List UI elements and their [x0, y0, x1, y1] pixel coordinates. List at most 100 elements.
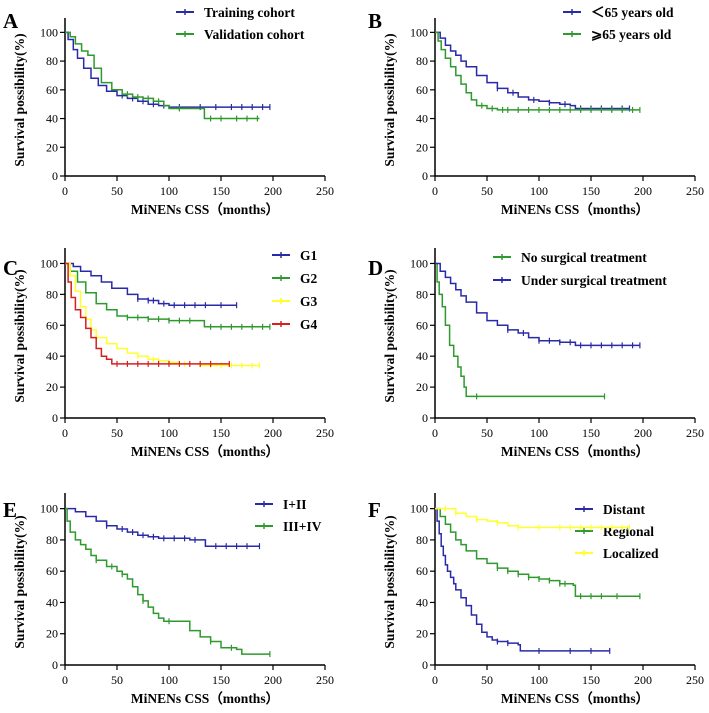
x-tick-label: 0 — [62, 673, 68, 687]
x-tick-label: 0 — [432, 184, 438, 198]
y-axis-title: Survival possibility(%) — [382, 33, 397, 166]
panel-a: A 0 50 100 150 200 250 0 20 40 60 80 100 MiNENs CSS（m… — [3, 5, 334, 217]
y-tick-label: 60 — [416, 564, 428, 578]
y-tick-label: 60 — [416, 83, 428, 97]
y-tick-label: 80 — [46, 287, 58, 301]
y-tick-label: 80 — [46, 54, 58, 68]
y-tick-label: 20 — [46, 140, 58, 154]
x-tick-label: 150 — [212, 426, 230, 440]
x-tick-label: 50 — [481, 426, 493, 440]
panel-b: B 0 50 100 150 200 250 0 20 40 60 80 100 MiNENs CSS（m… — [368, 5, 704, 217]
x-axis-title: MiNENs CSS（months） — [501, 691, 649, 706]
y-tick-label: 20 — [46, 380, 58, 394]
legend-label: I+II — [283, 497, 306, 512]
km-curve-red — [65, 262, 230, 365]
x-axis-title: MiNENs CSS（months） — [501, 202, 649, 217]
y-tick-label: 0 — [422, 411, 428, 425]
y-tick-label: 40 — [416, 349, 428, 363]
x-tick-label: 200 — [264, 673, 282, 687]
y-tick-label: 0 — [52, 169, 58, 183]
km-curve-yellow — [65, 262, 260, 367]
x-axis-title: MiNENs CSS（months） — [131, 202, 279, 217]
x-tick-label: 150 — [582, 673, 600, 687]
legend-label: Under surgical treatment — [521, 273, 667, 288]
km-curve-green — [435, 31, 640, 111]
x-tick-label: 150 — [582, 184, 600, 198]
x-tick-label: 250 — [686, 184, 704, 198]
km-curve-green — [65, 262, 270, 328]
y-tick-label: 100 — [40, 256, 58, 270]
y-tick-label: 60 — [46, 564, 58, 578]
y-tick-label: 60 — [46, 83, 58, 97]
x-tick-label: 0 — [432, 673, 438, 687]
x-tick-label: 100 — [160, 184, 178, 198]
km-curve-green — [65, 507, 270, 655]
x-tick-label: 100 — [160, 673, 178, 687]
legend-label: ＜65 years old — [591, 5, 674, 20]
km-curve-yellow — [435, 507, 630, 529]
x-axis-title: MiNENs CSS（months） — [131, 444, 279, 459]
panel-label: A — [3, 9, 19, 33]
panel-label: C — [3, 256, 18, 280]
legend-label: Validation cohort — [204, 27, 305, 42]
x-tick-label: 100 — [160, 426, 178, 440]
x-tick-label: 0 — [62, 184, 68, 198]
legend-label: Regional — [603, 524, 654, 539]
x-tick-label: 250 — [316, 426, 334, 440]
y-tick-label: 60 — [46, 318, 58, 332]
y-tick-label: 0 — [52, 658, 58, 672]
x-axis-title: MiNENs CSS（months） — [501, 444, 649, 459]
x-tick-label: 150 — [582, 426, 600, 440]
y-tick-label: 0 — [422, 658, 428, 672]
panel-e: E 0 50 100 150 200 250 0 20 40 60 80 100 MiNENs CSS（m… — [3, 493, 334, 706]
y-axis-title: Survival possibility(%) — [12, 269, 27, 402]
x-tick-label: 250 — [316, 184, 334, 198]
y-tick-label: 20 — [416, 380, 428, 394]
x-tick-label: 200 — [634, 184, 652, 198]
panel-label: B — [368, 9, 382, 33]
x-tick-label: 50 — [111, 184, 123, 198]
legend-label: G1 — [300, 248, 318, 263]
x-tick-label: 200 — [264, 184, 282, 198]
legend-label: No surgical treatment — [521, 250, 647, 265]
panel-label: F — [368, 498, 381, 522]
y-tick-label: 40 — [46, 349, 58, 363]
legend-label: G4 — [300, 317, 318, 332]
x-axis-title: MiNENs CSS（months） — [131, 691, 279, 706]
y-tick-label: 100 — [410, 256, 428, 270]
legend-label: Distant — [603, 502, 646, 517]
y-tick-label: 40 — [416, 112, 428, 126]
legend-label: Localized — [603, 546, 659, 561]
y-tick-label: 100 — [40, 502, 58, 516]
x-tick-label: 250 — [686, 673, 704, 687]
km-curve-blue — [435, 31, 630, 110]
legend-label: ⩾65 years old — [591, 27, 672, 42]
y-tick-label: 100 — [40, 25, 58, 39]
panel-label: D — [368, 256, 383, 280]
x-tick-label: 200 — [634, 426, 652, 440]
x-tick-label: 200 — [264, 426, 282, 440]
x-tick-label: 200 — [634, 673, 652, 687]
x-tick-label: 100 — [530, 426, 548, 440]
y-axis-title: Survival possibility(%) — [12, 33, 27, 166]
x-tick-label: 50 — [481, 673, 493, 687]
km-curve-green — [65, 31, 260, 120]
legend-label: III+IV — [283, 519, 322, 534]
panel-f: F 0 50 100 150 200 250 0 20 40 60 80 100 MiNENs CSS（m… — [368, 493, 704, 706]
y-axis-title: Survival possibility(%) — [382, 269, 397, 402]
y-tick-label: 40 — [46, 112, 58, 126]
x-tick-label: 0 — [62, 426, 68, 440]
legend-label: G2 — [300, 271, 318, 286]
panel-label: E — [3, 498, 17, 522]
x-tick-label: 100 — [530, 673, 548, 687]
km-curve-green — [435, 262, 605, 398]
y-tick-label: 40 — [46, 595, 58, 609]
x-tick-label: 250 — [686, 426, 704, 440]
legend-label: G3 — [300, 294, 318, 309]
y-tick-label: 0 — [52, 411, 58, 425]
y-tick-label: 80 — [46, 533, 58, 547]
y-axis-title: Survival possibility(%) — [12, 515, 27, 648]
x-tick-label: 150 — [212, 673, 230, 687]
